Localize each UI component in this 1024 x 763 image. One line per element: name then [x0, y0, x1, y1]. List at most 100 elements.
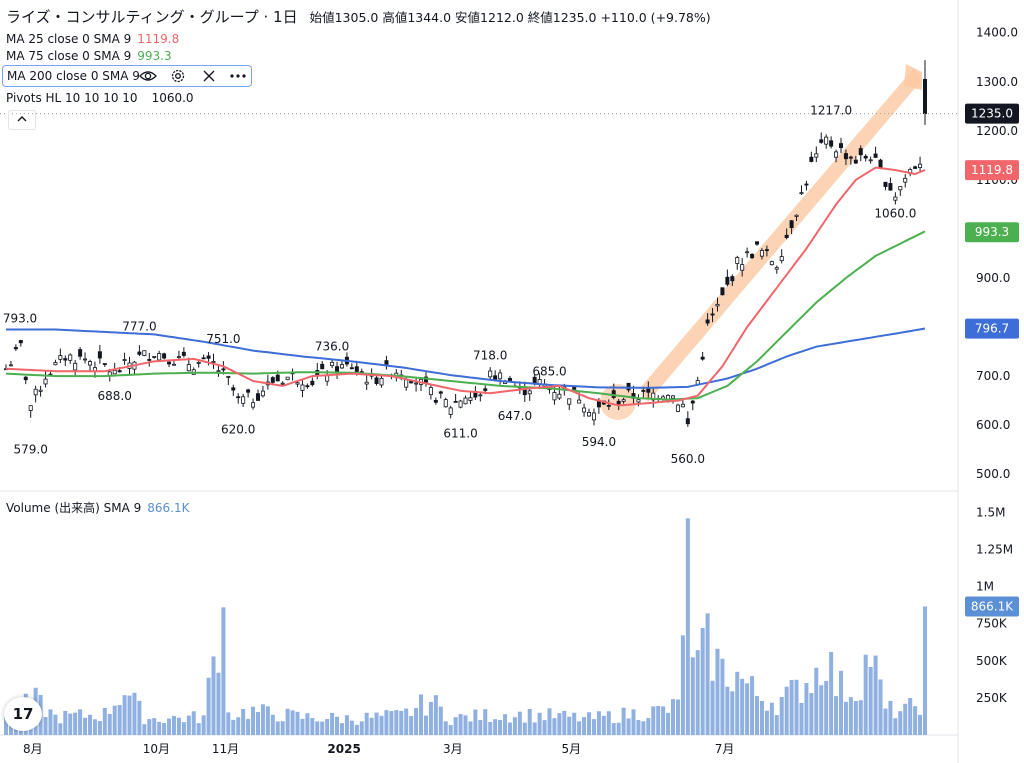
candle — [260, 385, 265, 398]
candle — [142, 350, 147, 357]
pivot-label: 688.0 — [98, 389, 132, 403]
candle — [384, 355, 389, 370]
candle — [898, 186, 903, 196]
volume-bar — [325, 718, 330, 735]
volume-tick-label: 250K — [976, 691, 1008, 705]
volume-bar — [83, 717, 88, 735]
volume-bar — [428, 701, 433, 735]
candle — [58, 348, 63, 364]
candle — [582, 403, 587, 417]
candle — [774, 265, 779, 274]
close-icon[interactable] — [200, 67, 218, 89]
candle — [335, 361, 340, 379]
volume-bar — [557, 713, 562, 735]
candle — [710, 308, 715, 323]
tradingview-logo[interactable]: 17 — [4, 697, 42, 731]
candle — [236, 393, 241, 404]
candle — [201, 354, 206, 360]
pivot-label: 560.0 — [671, 452, 705, 466]
volume-bar — [700, 627, 705, 735]
gear-icon[interactable] — [169, 67, 187, 89]
ma200-label: MA 200 close 0 SMA 9 — [7, 69, 140, 83]
candle — [344, 352, 349, 367]
candle — [443, 397, 448, 408]
ma25-line — [5, 166, 926, 407]
trend-arrow-head — [904, 64, 922, 90]
volume-bar — [290, 710, 295, 735]
volume-bar — [48, 709, 53, 735]
candle — [8, 360, 13, 367]
volume-bar — [68, 713, 73, 735]
time-tick-label: 11月 — [212, 742, 239, 756]
volume-bar — [537, 712, 542, 735]
candle — [587, 408, 592, 417]
chart-header: ライズ・コンサルティング・グループ · 1日 始値1305.0 高値1344.0 … — [6, 6, 711, 27]
volume-bar — [330, 712, 335, 735]
volume-bar — [878, 679, 883, 735]
candle — [414, 377, 419, 392]
volume-bar — [824, 680, 829, 735]
volume-tick-label: 500K — [976, 654, 1008, 668]
price-axis[interactable]: 1400.01300.01200.01100.01000.0900.0800.0… — [976, 26, 1018, 481]
candle — [453, 393, 458, 403]
legend-ma200[interactable]: MA 200 close 0 SMA 9 — [2, 65, 252, 87]
candle — [458, 399, 463, 409]
more-icon[interactable] — [228, 67, 248, 89]
ma75-value: 993.3 — [137, 49, 172, 63]
legend-ma25[interactable]: MA 25 close 0 SMA 9 1119.8 — [6, 32, 179, 46]
candle — [834, 149, 839, 163]
volume-bar — [923, 606, 927, 735]
candle — [750, 253, 755, 259]
candle — [784, 228, 789, 240]
legend-pivots[interactable]: Pivots HL 10 10 10 10 1060.0 — [6, 91, 194, 105]
price-tick-label: 1200.0 — [976, 124, 1018, 138]
volume-bar — [661, 706, 666, 735]
volume-bar — [206, 677, 211, 735]
pivot-label: 793.0 — [3, 311, 37, 325]
svg-text:1119.8: 1119.8 — [971, 163, 1013, 177]
volume-bar — [799, 702, 804, 735]
volume-bar — [53, 714, 58, 735]
pivot-label: 594.0 — [582, 435, 616, 449]
volume-bar — [740, 678, 745, 735]
volume-bar — [270, 714, 275, 735]
volume-bar — [626, 718, 631, 735]
collapse-legend-button[interactable] — [8, 110, 36, 130]
volume-bar — [572, 712, 577, 735]
volume-bar — [483, 709, 488, 735]
pivot-label: 647.0 — [498, 409, 532, 423]
ohlc-readout: 始値1305.0 高値1344.0 安値1212.0 終値1235.0 +110… — [309, 10, 711, 25]
price-badge: 796.7 — [965, 318, 1019, 339]
volume-bar — [246, 718, 251, 735]
volume-axis[interactable]: 1.5M 1.25M 1M 750K 500K 250K — [976, 505, 1013, 704]
candle — [330, 359, 335, 369]
candle — [789, 220, 794, 235]
volume-bar — [92, 719, 97, 735]
candle — [132, 360, 137, 375]
volume-bar — [87, 714, 92, 735]
volume-bar — [389, 711, 394, 735]
candle — [685, 411, 690, 427]
volume-bar — [853, 700, 858, 735]
volume-bar — [636, 720, 641, 735]
volume-bar — [587, 712, 592, 735]
symbol-title[interactable]: ライズ・コンサルティング・グループ · 1日 — [6, 8, 298, 26]
volume-bar — [517, 711, 522, 735]
candle — [23, 375, 28, 385]
legend-volume[interactable]: Volume (出来高) SMA 9 866.1K — [6, 499, 190, 516]
trend-arrow-drawing[interactable] — [640, 68, 922, 402]
volume-bar — [320, 721, 325, 735]
candle — [339, 360, 344, 369]
volume-bar — [211, 656, 216, 735]
time-axis[interactable]: 8月 10月 11月 2025 3月 5月 7月 — [23, 742, 734, 756]
volume-bar — [231, 719, 236, 735]
volume-bar — [542, 720, 547, 735]
candle — [735, 255, 740, 270]
candle — [255, 389, 260, 401]
volume-bar — [863, 654, 868, 735]
volume-bar — [641, 721, 646, 735]
eye-icon[interactable] — [139, 67, 157, 89]
volume-bar — [409, 715, 414, 735]
legend-ma75[interactable]: MA 75 close 0 SMA 9 993.3 — [6, 49, 172, 63]
